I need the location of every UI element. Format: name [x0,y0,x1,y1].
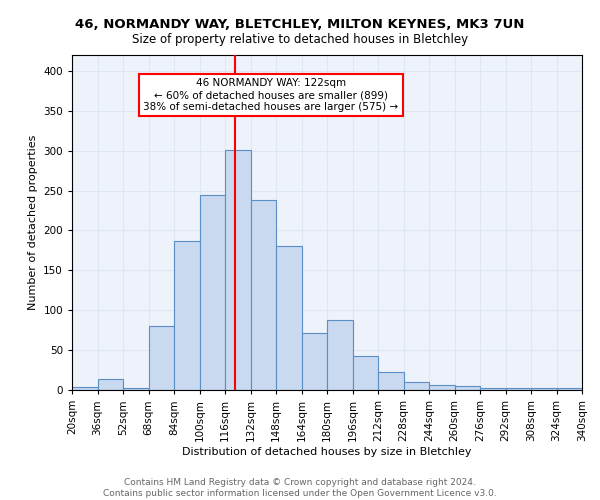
Bar [123,388,149,390]
Bar [225,150,251,390]
Bar [174,241,199,390]
Text: 46 NORMANDY WAY: 122sqm
← 60% of detached houses are smaller (899)
38% of semi-d: 46 NORMANDY WAY: 122sqm ← 60% of detache… [143,78,398,112]
Bar [378,372,404,390]
Bar [404,382,429,390]
Bar [199,194,225,390]
Bar [276,246,302,390]
Bar [251,200,276,390]
Text: Size of property relative to detached houses in Bletchley: Size of property relative to detached ho… [132,32,468,46]
Text: 46, NORMANDY WAY, BLETCHLEY, MILTON KEYNES, MK3 7UN: 46, NORMANDY WAY, BLETCHLEY, MILTON KEYN… [76,18,524,30]
Bar [455,386,480,390]
Bar [327,320,353,390]
Bar [149,326,174,390]
Bar [429,385,455,390]
Bar [302,332,327,390]
X-axis label: Distribution of detached houses by size in Bletchley: Distribution of detached houses by size … [182,446,472,456]
Bar [480,388,505,390]
Bar [97,379,123,390]
Bar [353,356,378,390]
Bar [72,387,97,390]
Bar [557,388,582,390]
Text: Contains HM Land Registry data © Crown copyright and database right 2024.
Contai: Contains HM Land Registry data © Crown c… [103,478,497,498]
Bar [505,388,531,390]
Bar [531,388,557,390]
Y-axis label: Number of detached properties: Number of detached properties [28,135,38,310]
